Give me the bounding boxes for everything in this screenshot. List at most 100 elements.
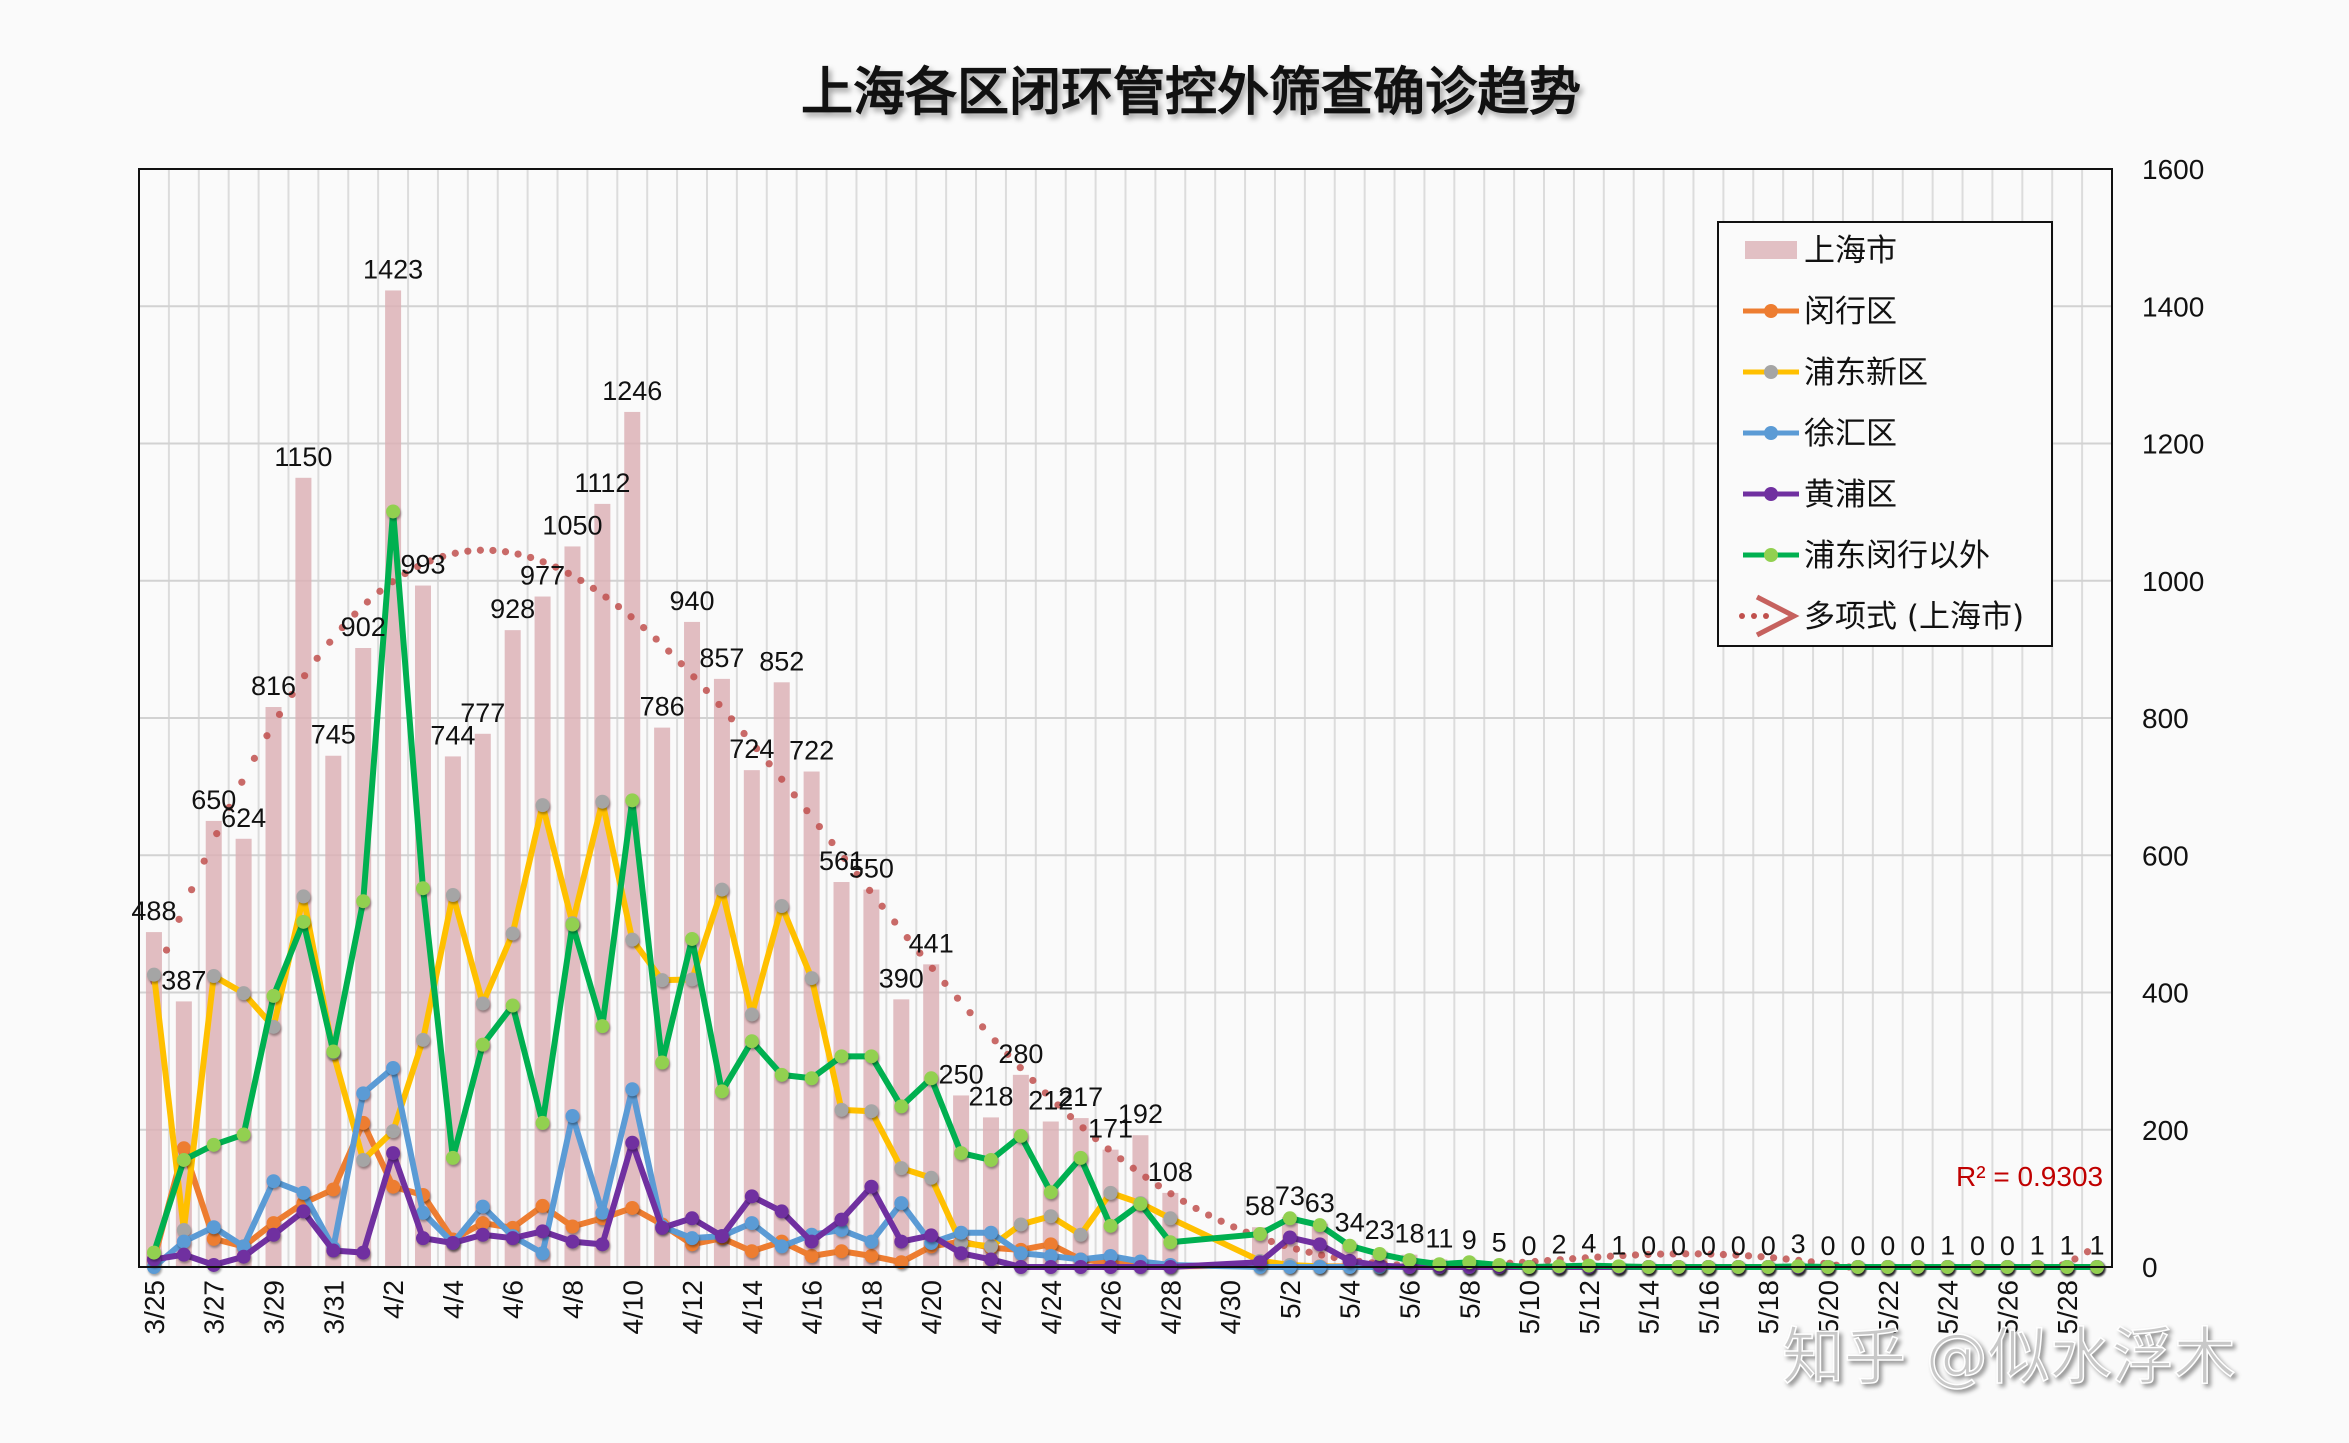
legend-swatch-arrow	[1755, 594, 1800, 638]
trendline-dot	[966, 1009, 974, 1017]
data-label: 0	[1641, 1231, 1656, 1261]
series-marker	[625, 1200, 640, 1215]
trendline-dot	[1066, 1113, 1075, 1121]
series-marker	[864, 1104, 879, 1119]
x-tick-label: 5/4	[1335, 1280, 1366, 1319]
series-marker	[983, 1252, 998, 1267]
trendline-dot	[363, 598, 371, 606]
x-tick-label: 5/20	[1813, 1280, 1844, 1335]
bar	[504, 630, 521, 1267]
bar	[713, 678, 730, 1267]
series-marker	[595, 1205, 610, 1220]
series-marker	[475, 1037, 490, 1052]
bar	[295, 477, 312, 1267]
data-label: 993	[400, 550, 445, 580]
series-marker	[625, 1135, 640, 1150]
bar	[444, 756, 461, 1267]
trendline-dot	[451, 549, 459, 557]
trendline-dot	[1292, 1245, 1301, 1253]
x-tick-label: 3/27	[199, 1280, 230, 1335]
trendline-dot	[275, 710, 284, 719]
trendline-dot	[338, 623, 346, 632]
series-marker	[206, 1137, 221, 1152]
series-marker	[983, 1152, 998, 1167]
trendline-dot	[1142, 1173, 1150, 1181]
data-label: 171	[1088, 1114, 1133, 1144]
data-label: 724	[729, 734, 774, 764]
data-label: 1246	[602, 376, 662, 406]
trendline-dot	[853, 870, 861, 879]
data-label: 650	[191, 785, 236, 815]
y-tick-label: 1600	[2142, 154, 2204, 185]
series-marker	[356, 1152, 371, 1167]
trendline-dot	[414, 563, 422, 571]
data-label: 902	[341, 612, 386, 642]
trendline-dot	[1217, 1217, 1225, 1225]
trendline-dot	[1719, 1250, 1727, 1259]
series-marker	[1581, 1258, 1596, 1273]
trendline-dot	[426, 557, 434, 565]
series-marker	[206, 1220, 221, 1235]
legend-swatch-dot	[1751, 613, 1757, 619]
data-label: 5	[1492, 1228, 1507, 1258]
trendline-dot	[1129, 1164, 1137, 1172]
data-label: 23	[1365, 1215, 1395, 1245]
series-marker	[983, 1239, 998, 1254]
series-marker	[894, 1234, 909, 1249]
data-label: 63	[1305, 1188, 1335, 1218]
series-marker	[983, 1225, 998, 1240]
trendline-dot	[1619, 1251, 1627, 1260]
legend-label: 闵行区	[1804, 294, 1897, 330]
series-marker	[625, 932, 640, 947]
series-marker	[326, 1243, 341, 1258]
data-label: 441	[909, 928, 954, 958]
series-marker	[894, 1255, 909, 1270]
x-tick-label: 5/2	[1275, 1280, 1306, 1319]
series-marker	[744, 1007, 759, 1022]
x-tick-label: 4/2	[378, 1280, 409, 1319]
series-marker	[176, 1141, 191, 1156]
trendline-dot	[652, 635, 660, 643]
trendline-dot	[263, 732, 271, 740]
trendline-dot	[439, 552, 447, 561]
series-marker	[326, 1182, 341, 1197]
y-tick-label: 800	[2142, 703, 2189, 734]
trendline-dot	[916, 949, 924, 957]
x-tick-label: 4/12	[677, 1280, 708, 1335]
data-label: 0	[1880, 1231, 1895, 1261]
series-marker	[1312, 1218, 1327, 1233]
x-tick-label: 5/14	[1634, 1280, 1665, 1335]
series-marker	[176, 1152, 191, 1167]
watermark: 知乎 @似水浮木	[1782, 1320, 2236, 1393]
series-marker	[864, 1249, 879, 1264]
series-marker	[1103, 1249, 1118, 1264]
series-marker	[356, 894, 371, 909]
series-marker	[625, 1082, 640, 1097]
trendline-dot	[1154, 1182, 1162, 1190]
series-marker	[266, 988, 281, 1003]
trendline-dot	[527, 553, 535, 562]
trendline-dot	[903, 934, 911, 942]
bar	[235, 838, 252, 1267]
data-label: 0	[1850, 1231, 1865, 1261]
data-label: 786	[640, 692, 685, 722]
data-label: 0	[1671, 1231, 1686, 1261]
data-label: 2	[1551, 1230, 1566, 1260]
series-marker	[1013, 1246, 1028, 1261]
trendline-dot	[891, 918, 899, 926]
x-tick-label: 3/31	[318, 1280, 349, 1335]
x-tick-label: 4/14	[737, 1280, 768, 1335]
x-tick-label: 4/10	[617, 1280, 648, 1335]
series-marker	[804, 1071, 819, 1086]
trendline-dot	[225, 803, 233, 811]
data-label: 777	[460, 698, 505, 728]
data-label: 73	[1275, 1181, 1305, 1211]
series-marker	[565, 917, 580, 932]
series-marker	[415, 1205, 430, 1220]
series-marker	[296, 889, 311, 904]
trendline-dot	[941, 979, 949, 987]
series-marker	[774, 899, 789, 914]
x-axis: 3/25 3/27 3/29 3/31 4/2 4/4 4/6 4/8 4/10 4/12 4/14…	[139, 1280, 2083, 1335]
series-marker	[774, 1239, 789, 1254]
chart-title: 上海各区闭环管控外筛查确诊趋势	[801, 63, 1581, 123]
